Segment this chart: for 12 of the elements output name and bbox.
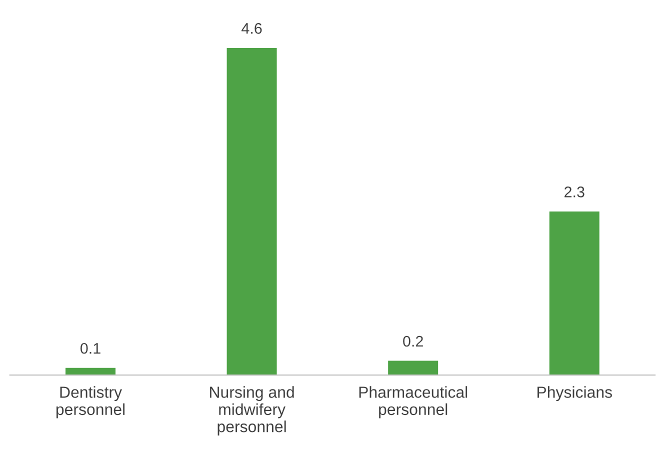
bar	[388, 360, 438, 376]
data-label: 0.1	[80, 342, 100, 354]
x-tick-label: Nursing and midwifery personnel	[210, 386, 294, 436]
x-tick-label: Dentistry personnel	[56, 386, 125, 418]
data-label: 2.3	[564, 186, 584, 198]
data-label: 4.6	[242, 23, 262, 34]
data-label: 0.2	[403, 336, 423, 347]
bar	[66, 368, 116, 376]
bar	[226, 48, 277, 376]
x-tick-label: Physicians	[538, 386, 612, 402]
bar	[549, 211, 600, 376]
x-tick-label: Pharmaceutical personnel	[359, 386, 468, 418]
